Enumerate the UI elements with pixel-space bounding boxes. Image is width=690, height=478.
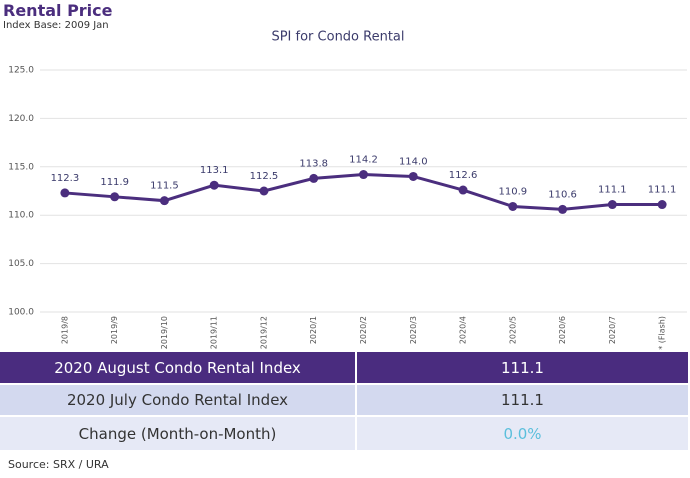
- point: [408, 171, 418, 181]
- value-label: 111.1: [648, 185, 677, 196]
- y-tick-label: 115.0: [8, 162, 34, 172]
- value-label: 114.2: [349, 155, 378, 166]
- table-cell: 0.0%: [357, 417, 688, 450]
- y-tick-label: 105.0: [8, 259, 34, 269]
- point: [508, 201, 518, 211]
- value-label: 111.1: [598, 185, 627, 196]
- point: [159, 196, 169, 206]
- y-tick-label: 110.0: [8, 211, 34, 221]
- value-label: 111.9: [100, 177, 129, 188]
- x-tick-label: 2020/5: [508, 316, 517, 344]
- point: [657, 200, 667, 210]
- x-tick-label: 2019/12: [259, 316, 268, 349]
- x-tick-label: 2019/10: [160, 316, 169, 349]
- x-tick-label: 2020/1: [309, 316, 318, 344]
- value-label: 111.5: [150, 181, 179, 192]
- x-tick-label: 2020/7: [608, 316, 617, 344]
- table-cell: 2020 August Condo Rental Index: [0, 352, 355, 383]
- x-tick-label: 2020/3: [409, 316, 418, 344]
- table-cell: Change (Month-on-Month): [0, 417, 355, 450]
- point: [209, 180, 219, 190]
- header-title: Rental Price: [3, 1, 113, 20]
- y-tick-label: 100.0: [8, 308, 34, 318]
- point: [259, 186, 269, 196]
- value-label: 110.6: [548, 189, 577, 200]
- x-tick-label: 2019/11: [210, 316, 219, 349]
- value-label: 114.0: [399, 156, 428, 167]
- header-subtitle: Index Base: 2009 Jan: [3, 20, 109, 31]
- point: [60, 188, 70, 198]
- value-label: 112.5: [250, 171, 279, 182]
- table-cell: 111.1: [357, 385, 688, 415]
- table-cell: 111.1: [357, 352, 688, 383]
- x-tick-label: 2020/8* (Flash): [658, 316, 667, 350]
- point: [607, 200, 617, 210]
- value-label: 113.8: [299, 158, 328, 169]
- table-row: 2020 August Condo Rental Index 111.1: [0, 352, 688, 383]
- source: Source: SRX / URA: [8, 458, 109, 471]
- x-tick-label: 2019/8: [60, 316, 69, 344]
- x-tick-label: 2019/9: [110, 316, 119, 344]
- value-label: 113.1: [200, 165, 229, 176]
- chart-title: SPI for Condo Rental: [271, 30, 404, 45]
- table-cell: 2020 July Condo Rental Index: [0, 385, 355, 415]
- table-row: 2020 July Condo Rental Index 111.1: [0, 385, 688, 415]
- point: [558, 204, 568, 214]
- table-row: Change (Month-on-Month) 0.0%: [0, 417, 688, 450]
- point: [309, 173, 319, 183]
- value-label: 110.9: [498, 186, 527, 197]
- point: [359, 170, 368, 180]
- point: [458, 185, 468, 195]
- y-tick-label: 120.0: [8, 114, 34, 124]
- y-tick-label: 125.0: [8, 66, 34, 76]
- x-tick-label: 2020/6: [558, 316, 567, 344]
- point: [110, 192, 120, 202]
- chart: SPI for Condo Rental 100.0 105.0 110.0 115.…: [8, 30, 687, 350]
- value-label: 112.3: [51, 173, 80, 184]
- value-label: 112.6: [449, 170, 478, 181]
- x-tick-label: 2020/2: [359, 316, 368, 344]
- x-tick-label: 2020/4: [459, 316, 468, 344]
